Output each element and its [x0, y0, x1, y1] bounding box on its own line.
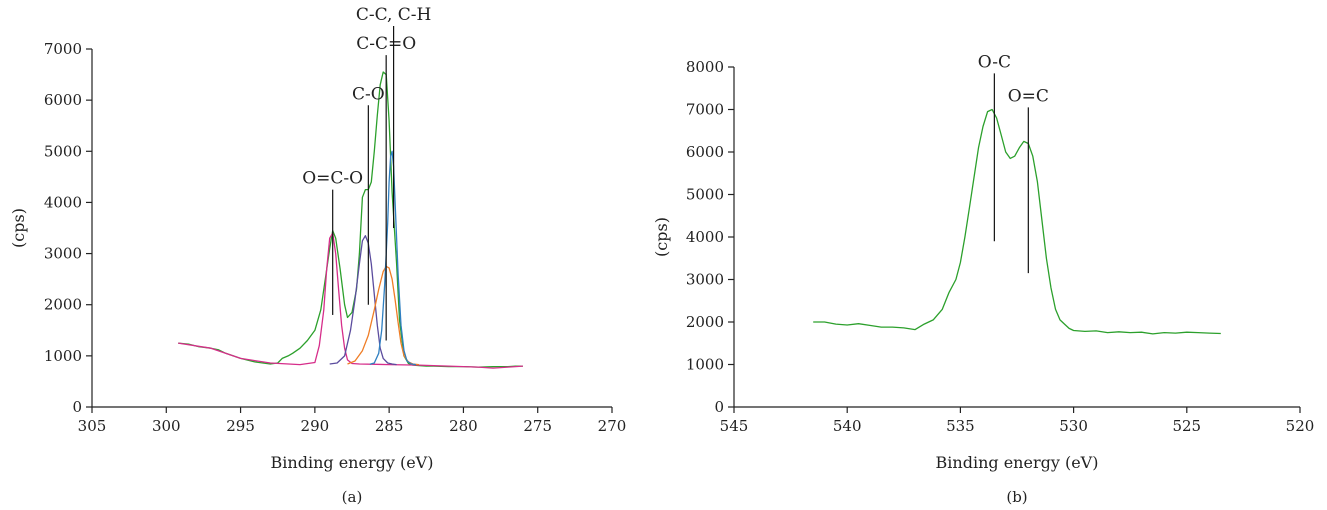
x-tick-label: 525 — [1172, 417, 1201, 435]
series-line-a-5 — [369, 150, 416, 366]
y-tick-label: 0 — [72, 398, 82, 416]
series-line-a-2 — [178, 232, 523, 369]
x-tick-label: 270 — [598, 417, 627, 435]
x-tick-label: 540 — [833, 417, 862, 435]
x-tick-label: 290 — [301, 417, 330, 435]
x-tick-label: 530 — [1059, 417, 1088, 435]
x-ticks-a: 305 300 295 290 285 280 275 270 — [78, 407, 627, 435]
y-tick-label: 1000 — [686, 356, 724, 374]
annotation-label: C-C, C-H — [356, 5, 432, 25]
y-tick-label: 1000 — [44, 347, 82, 365]
y-tick-label: 3000 — [686, 271, 724, 289]
y-ticks-b: 0 1000 2000 3000 4000 5000 6000 7000 8000 — [686, 58, 734, 416]
annotation-label: C-O — [352, 84, 385, 104]
y-tick-label: 0 — [714, 398, 724, 416]
x-ticks-b: 545 540 535 530 525 520 — [720, 407, 1315, 435]
x-tick-label: 285 — [375, 417, 404, 435]
x-tick-label: 275 — [523, 417, 552, 435]
series-line-b-1 — [813, 108, 1221, 335]
x-axis-label-b: Binding energy (eV) — [936, 453, 1099, 472]
y-tick-label: 3000 — [44, 245, 82, 263]
caption-a: (a) — [342, 488, 363, 506]
y-tick-label: 8000 — [686, 58, 724, 76]
x-tick-label: 545 — [720, 417, 749, 435]
caption-b: (b) — [1006, 488, 1027, 506]
x-axis-label-a: Binding energy (eV) — [271, 453, 434, 472]
y-tick-label: 4000 — [44, 193, 82, 211]
series-line-a-1 — [178, 71, 523, 368]
y-tick-label: 6000 — [44, 91, 82, 109]
y-tick-label: 4000 — [686, 228, 724, 246]
y-tick-label: 5000 — [44, 142, 82, 160]
y-tick-label: 6000 — [686, 143, 724, 161]
x-tick-label: 305 — [78, 417, 107, 435]
y-axis-label-b: (cps) — [652, 217, 671, 257]
x-tick-label: 535 — [946, 417, 975, 435]
annotation-label: O-C — [978, 52, 1011, 72]
annotations-b: O-C O=C — [978, 52, 1049, 274]
y-ticks-a: 0 1000 2000 3000 4000 5000 6000 7000 — [44, 40, 92, 416]
series-layer-a — [178, 71, 523, 369]
chart-b: 545 540 535 530 525 520 0 1000 2000 3000 4000 5000… — [652, 52, 1314, 506]
x-tick-label: 280 — [449, 417, 478, 435]
annotation-label: C-C=O — [356, 34, 416, 54]
series-layer-b — [813, 108, 1221, 335]
annotations-a: O=C-O C-O C-C=O C-C, C-H — [302, 5, 431, 341]
y-tick-label: 2000 — [44, 296, 82, 314]
chart-a: 305 300 295 290 285 280 275 270 0 1000 2000 3000 40… — [9, 5, 626, 506]
y-tick-label: 7000 — [686, 101, 724, 119]
y-tick-label: 5000 — [686, 186, 724, 204]
y-tick-label: 7000 — [44, 40, 82, 58]
x-tick-label: 300 — [152, 417, 181, 435]
y-axis-label-a: (cps) — [9, 208, 28, 248]
x-tick-label: 520 — [1286, 417, 1315, 435]
y-tick-label: 2000 — [686, 313, 724, 331]
annotation-label: O=C — [1008, 86, 1049, 106]
annotation-label: O=C-O — [302, 169, 363, 189]
x-tick-label: 295 — [226, 417, 255, 435]
